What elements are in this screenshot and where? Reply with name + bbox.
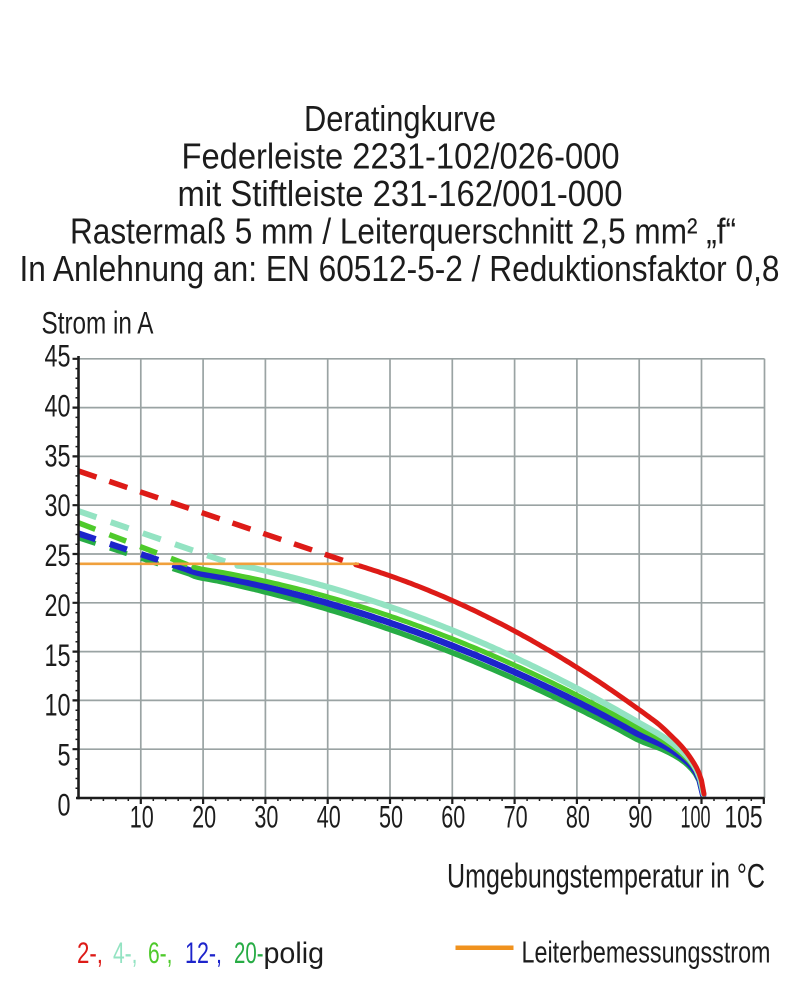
svg-text:Deratingkurve: Deratingkurve [304, 98, 496, 139]
svg-text:30: 30 [45, 487, 71, 523]
svg-text:polig: polig [264, 937, 325, 970]
svg-text:10: 10 [45, 687, 71, 723]
svg-text:In Anlehnung an: EN 60512-5-2: In Anlehnung an: EN 60512-5-2 / Reduktio… [20, 248, 780, 289]
svg-text:Umgebungstemperatur in °C: Umgebungstemperatur in °C [447, 858, 765, 896]
svg-text:60: 60 [441, 799, 465, 835]
svg-text:45: 45 [45, 338, 71, 374]
svg-text:100: 100 [681, 799, 711, 835]
svg-text:50: 50 [379, 799, 403, 835]
svg-text:20: 20 [45, 587, 71, 623]
svg-text:105: 105 [725, 799, 763, 835]
svg-text:40: 40 [317, 799, 341, 835]
svg-text:10: 10 [130, 799, 154, 835]
svg-text:mit Stiftleiste 231-162/001-00: mit Stiftleiste 231-162/001-000 [178, 173, 623, 214]
svg-text:40: 40 [45, 388, 71, 424]
svg-text:Strom in A: Strom in A [42, 305, 154, 341]
svg-text:70: 70 [504, 799, 528, 835]
svg-text:4-,: 4-, [113, 937, 138, 970]
svg-text:12-,: 12-, [185, 937, 222, 970]
svg-text:6-,: 6-, [148, 937, 173, 970]
svg-text:35: 35 [45, 437, 71, 473]
svg-text:20: 20 [192, 799, 216, 835]
svg-text:Leiterbemessungsstrom: Leiterbemessungsstrom [522, 935, 771, 970]
svg-text:30: 30 [254, 799, 278, 835]
svg-text:90: 90 [628, 799, 652, 835]
svg-text:Rastermaß 5 mm / Leiterquersch: Rastermaß 5 mm / Leiterquerschnitt 2,5 m… [70, 211, 736, 252]
svg-text:Federleiste 2231-102/026-000: Federleiste 2231-102/026-000 [182, 136, 620, 177]
svg-text:2-,: 2-, [77, 937, 103, 970]
svg-text:25: 25 [45, 537, 71, 573]
svg-text:15: 15 [45, 637, 71, 673]
svg-text:5: 5 [58, 737, 71, 773]
svg-text:0: 0 [58, 786, 71, 822]
svg-text:20-: 20- [234, 937, 264, 970]
svg-text:80: 80 [566, 799, 590, 835]
